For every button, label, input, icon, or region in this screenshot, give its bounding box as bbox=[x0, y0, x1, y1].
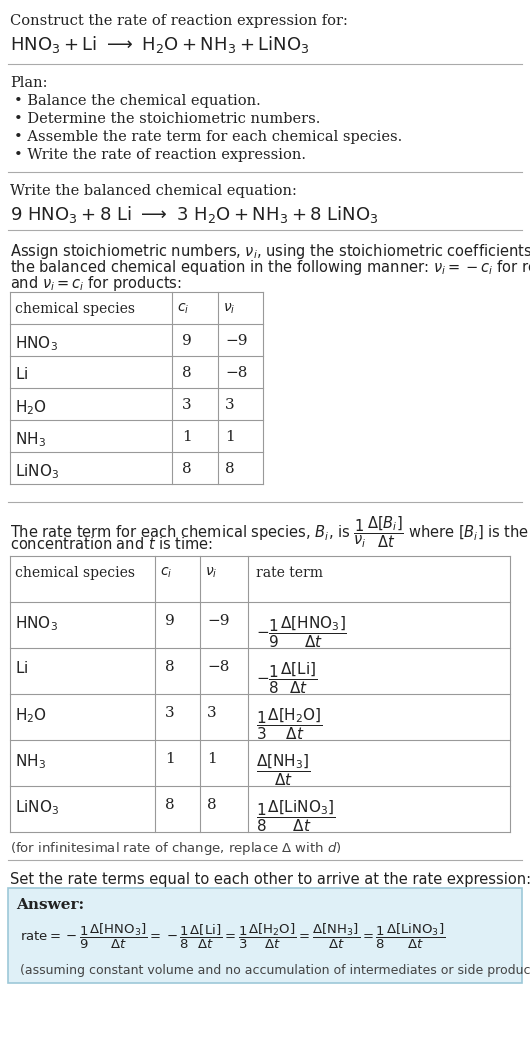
Text: 3: 3 bbox=[182, 397, 192, 412]
Text: 8: 8 bbox=[225, 462, 235, 476]
Text: 9: 9 bbox=[165, 614, 175, 628]
Text: $\mathrm{Li}$: $\mathrm{Li}$ bbox=[15, 366, 28, 382]
Text: the balanced chemical equation in the following manner: $\nu_i = -c_i$ for react: the balanced chemical equation in the fo… bbox=[10, 258, 530, 277]
Text: 8: 8 bbox=[182, 462, 192, 476]
Text: rate term: rate term bbox=[256, 566, 323, 579]
Text: • Balance the chemical equation.: • Balance the chemical equation. bbox=[14, 94, 261, 108]
Text: $-\dfrac{1}{8}\dfrac{\Delta[\mathrm{Li}]}{\Delta t}$: $-\dfrac{1}{8}\dfrac{\Delta[\mathrm{Li}]… bbox=[256, 660, 317, 696]
Text: 3: 3 bbox=[225, 397, 235, 412]
Text: (for infinitesimal rate of change, replace $\Delta$ with $d$): (for infinitesimal rate of change, repla… bbox=[10, 840, 342, 857]
Text: Assign stoichiometric numbers, $\nu_i$, using the stoichiometric coefficients, $: Assign stoichiometric numbers, $\nu_i$, … bbox=[10, 242, 530, 262]
Text: Plan:: Plan: bbox=[10, 76, 48, 90]
Text: 8: 8 bbox=[207, 798, 217, 812]
Text: 3: 3 bbox=[165, 706, 174, 720]
Text: Construct the rate of reaction expression for:: Construct the rate of reaction expressio… bbox=[10, 14, 348, 28]
Text: Set the rate terms equal to each other to arrive at the rate expression:: Set the rate terms equal to each other t… bbox=[10, 872, 530, 887]
Text: chemical species: chemical species bbox=[15, 566, 135, 579]
Text: $\dfrac{1}{8}\dfrac{\Delta[\mathrm{LiNO_3}]}{\Delta t}$: $\dfrac{1}{8}\dfrac{\Delta[\mathrm{LiNO_… bbox=[256, 798, 335, 834]
Text: (assuming constant volume and no accumulation of intermediates or side products): (assuming constant volume and no accumul… bbox=[20, 964, 530, 977]
Text: • Assemble the rate term for each chemical species.: • Assemble the rate term for each chemic… bbox=[14, 130, 402, 144]
Text: chemical species: chemical species bbox=[15, 302, 135, 316]
Text: • Write the rate of reaction expression.: • Write the rate of reaction expression. bbox=[14, 147, 306, 162]
Text: $\mathrm{LiNO_3}$: $\mathrm{LiNO_3}$ bbox=[15, 462, 59, 481]
Text: −8: −8 bbox=[225, 366, 248, 380]
Text: 1: 1 bbox=[207, 752, 217, 766]
Text: $\mathrm{Li}$: $\mathrm{Li}$ bbox=[15, 660, 28, 676]
Text: and $\nu_i = c_i$ for products:: and $\nu_i = c_i$ for products: bbox=[10, 274, 182, 293]
Text: $-\dfrac{1}{9}\dfrac{\Delta[\mathrm{HNO_3}]}{\Delta t}$: $-\dfrac{1}{9}\dfrac{\Delta[\mathrm{HNO_… bbox=[256, 614, 347, 650]
Text: 8: 8 bbox=[165, 660, 174, 674]
Text: $\nu_i$: $\nu_i$ bbox=[223, 302, 235, 316]
Text: −8: −8 bbox=[207, 660, 229, 674]
Text: 8: 8 bbox=[182, 366, 192, 380]
Text: $\mathrm{NH_3}$: $\mathrm{NH_3}$ bbox=[15, 430, 46, 449]
Text: $\mathrm{9\ HNO_3 + 8\ Li\ \longrightarrow\ 3\ H_2O + NH_3 + 8\ LiNO_3}$: $\mathrm{9\ HNO_3 + 8\ Li\ \longrightarr… bbox=[10, 204, 379, 225]
Text: $\mathrm{NH_3}$: $\mathrm{NH_3}$ bbox=[15, 752, 46, 771]
Text: Write the balanced chemical equation:: Write the balanced chemical equation: bbox=[10, 184, 297, 198]
Text: $\mathrm{H_2O}$: $\mathrm{H_2O}$ bbox=[15, 397, 47, 416]
Text: 1: 1 bbox=[182, 430, 192, 444]
Text: 8: 8 bbox=[165, 798, 174, 812]
Text: $\mathrm{HNO_3}$: $\mathrm{HNO_3}$ bbox=[15, 614, 58, 633]
Text: The rate term for each chemical species, $B_i$, is $\dfrac{1}{\nu_i}\dfrac{\Delt: The rate term for each chemical species,… bbox=[10, 514, 530, 549]
Text: −9: −9 bbox=[207, 614, 229, 628]
Text: $\mathrm{HNO_3}$: $\mathrm{HNO_3}$ bbox=[15, 334, 58, 353]
Text: Answer:: Answer: bbox=[16, 899, 84, 912]
Text: $c_i$: $c_i$ bbox=[160, 566, 172, 581]
Text: $\dfrac{\Delta[\mathrm{NH_3}]}{\Delta t}$: $\dfrac{\Delta[\mathrm{NH_3}]}{\Delta t}… bbox=[256, 752, 311, 788]
Text: $\mathrm{H_2O}$: $\mathrm{H_2O}$ bbox=[15, 706, 47, 725]
Text: 1: 1 bbox=[165, 752, 175, 766]
Text: $c_i$: $c_i$ bbox=[177, 302, 189, 316]
FancyBboxPatch shape bbox=[8, 888, 522, 983]
Text: concentration and $t$ is time:: concentration and $t$ is time: bbox=[10, 536, 213, 552]
Text: $\dfrac{1}{3}\dfrac{\Delta[\mathrm{H_2O}]}{\Delta t}$: $\dfrac{1}{3}\dfrac{\Delta[\mathrm{H_2O}… bbox=[256, 706, 323, 742]
Text: 3: 3 bbox=[207, 706, 217, 720]
Text: 1: 1 bbox=[225, 430, 235, 444]
Text: $\nu_i$: $\nu_i$ bbox=[205, 566, 217, 581]
Text: $\mathrm{HNO_3 + Li\ \longrightarrow\ H_2O + NH_3 + LiNO_3}$: $\mathrm{HNO_3 + Li\ \longrightarrow\ H_… bbox=[10, 35, 310, 55]
Text: −9: −9 bbox=[225, 334, 248, 348]
Text: $\mathrm{LiNO_3}$: $\mathrm{LiNO_3}$ bbox=[15, 798, 59, 817]
Text: 9: 9 bbox=[182, 334, 192, 348]
Text: • Determine the stoichiometric numbers.: • Determine the stoichiometric numbers. bbox=[14, 112, 320, 126]
Text: $\mathrm{rate} = -\dfrac{1}{9}\dfrac{\Delta[\mathrm{HNO_3}]}{\Delta t} = -\dfrac: $\mathrm{rate} = -\dfrac{1}{9}\dfrac{\De… bbox=[20, 922, 445, 951]
